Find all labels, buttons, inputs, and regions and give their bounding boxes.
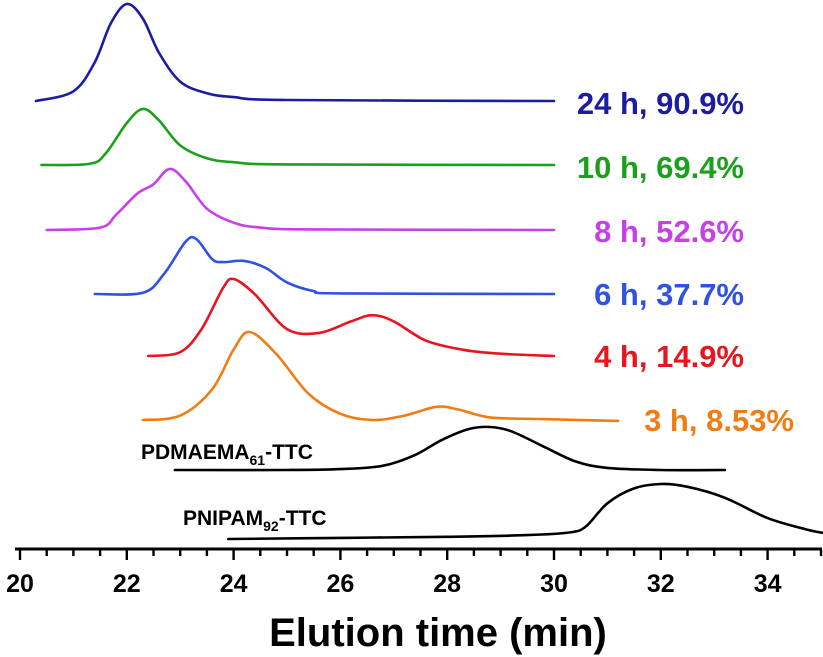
series-line — [146, 277, 556, 358]
series-line — [40, 107, 556, 167]
x-axis: 20 22 24 26 28 30 32 34 — [6, 547, 823, 598]
x-tick-label: 24 — [220, 570, 248, 598]
series-label: 10 h, 69.4% — [577, 150, 744, 185]
series-line — [227, 482, 823, 541]
reference-label: PDMAEMA61-TTC — [141, 441, 313, 468]
curves-group — [34, 2, 823, 541]
x-tick-label: 32 — [647, 570, 675, 598]
x-tick-label: 20 — [6, 570, 34, 598]
x-tick-label: 22 — [113, 570, 141, 598]
series-label: 4 h, 14.9% — [594, 339, 744, 374]
series-label: 6 h, 37.7% — [594, 277, 744, 312]
x-tick-label: 34 — [754, 570, 782, 598]
x-tick-label: 26 — [326, 570, 354, 598]
series-label: 3 h, 8.53% — [644, 403, 794, 438]
series-label: 24 h, 90.9% — [577, 86, 744, 121]
labels-group: 24 h, 90.9% 10 h, 69.4% 8 h, 52.6% 6 h, 37.… — [141, 86, 794, 534]
series-line — [34, 2, 556, 103]
x-tick-label: 28 — [433, 570, 461, 598]
series-line — [173, 425, 727, 472]
series-line — [93, 235, 556, 296]
x-tick-label: 30 — [540, 570, 568, 598]
series-label: 8 h, 52.6% — [594, 214, 744, 249]
x-axis-title: Elution time (min) — [269, 611, 607, 655]
series-line — [141, 330, 620, 423]
reference-label: PNIPAM92-TTC — [183, 507, 327, 534]
series-line — [45, 167, 556, 232]
